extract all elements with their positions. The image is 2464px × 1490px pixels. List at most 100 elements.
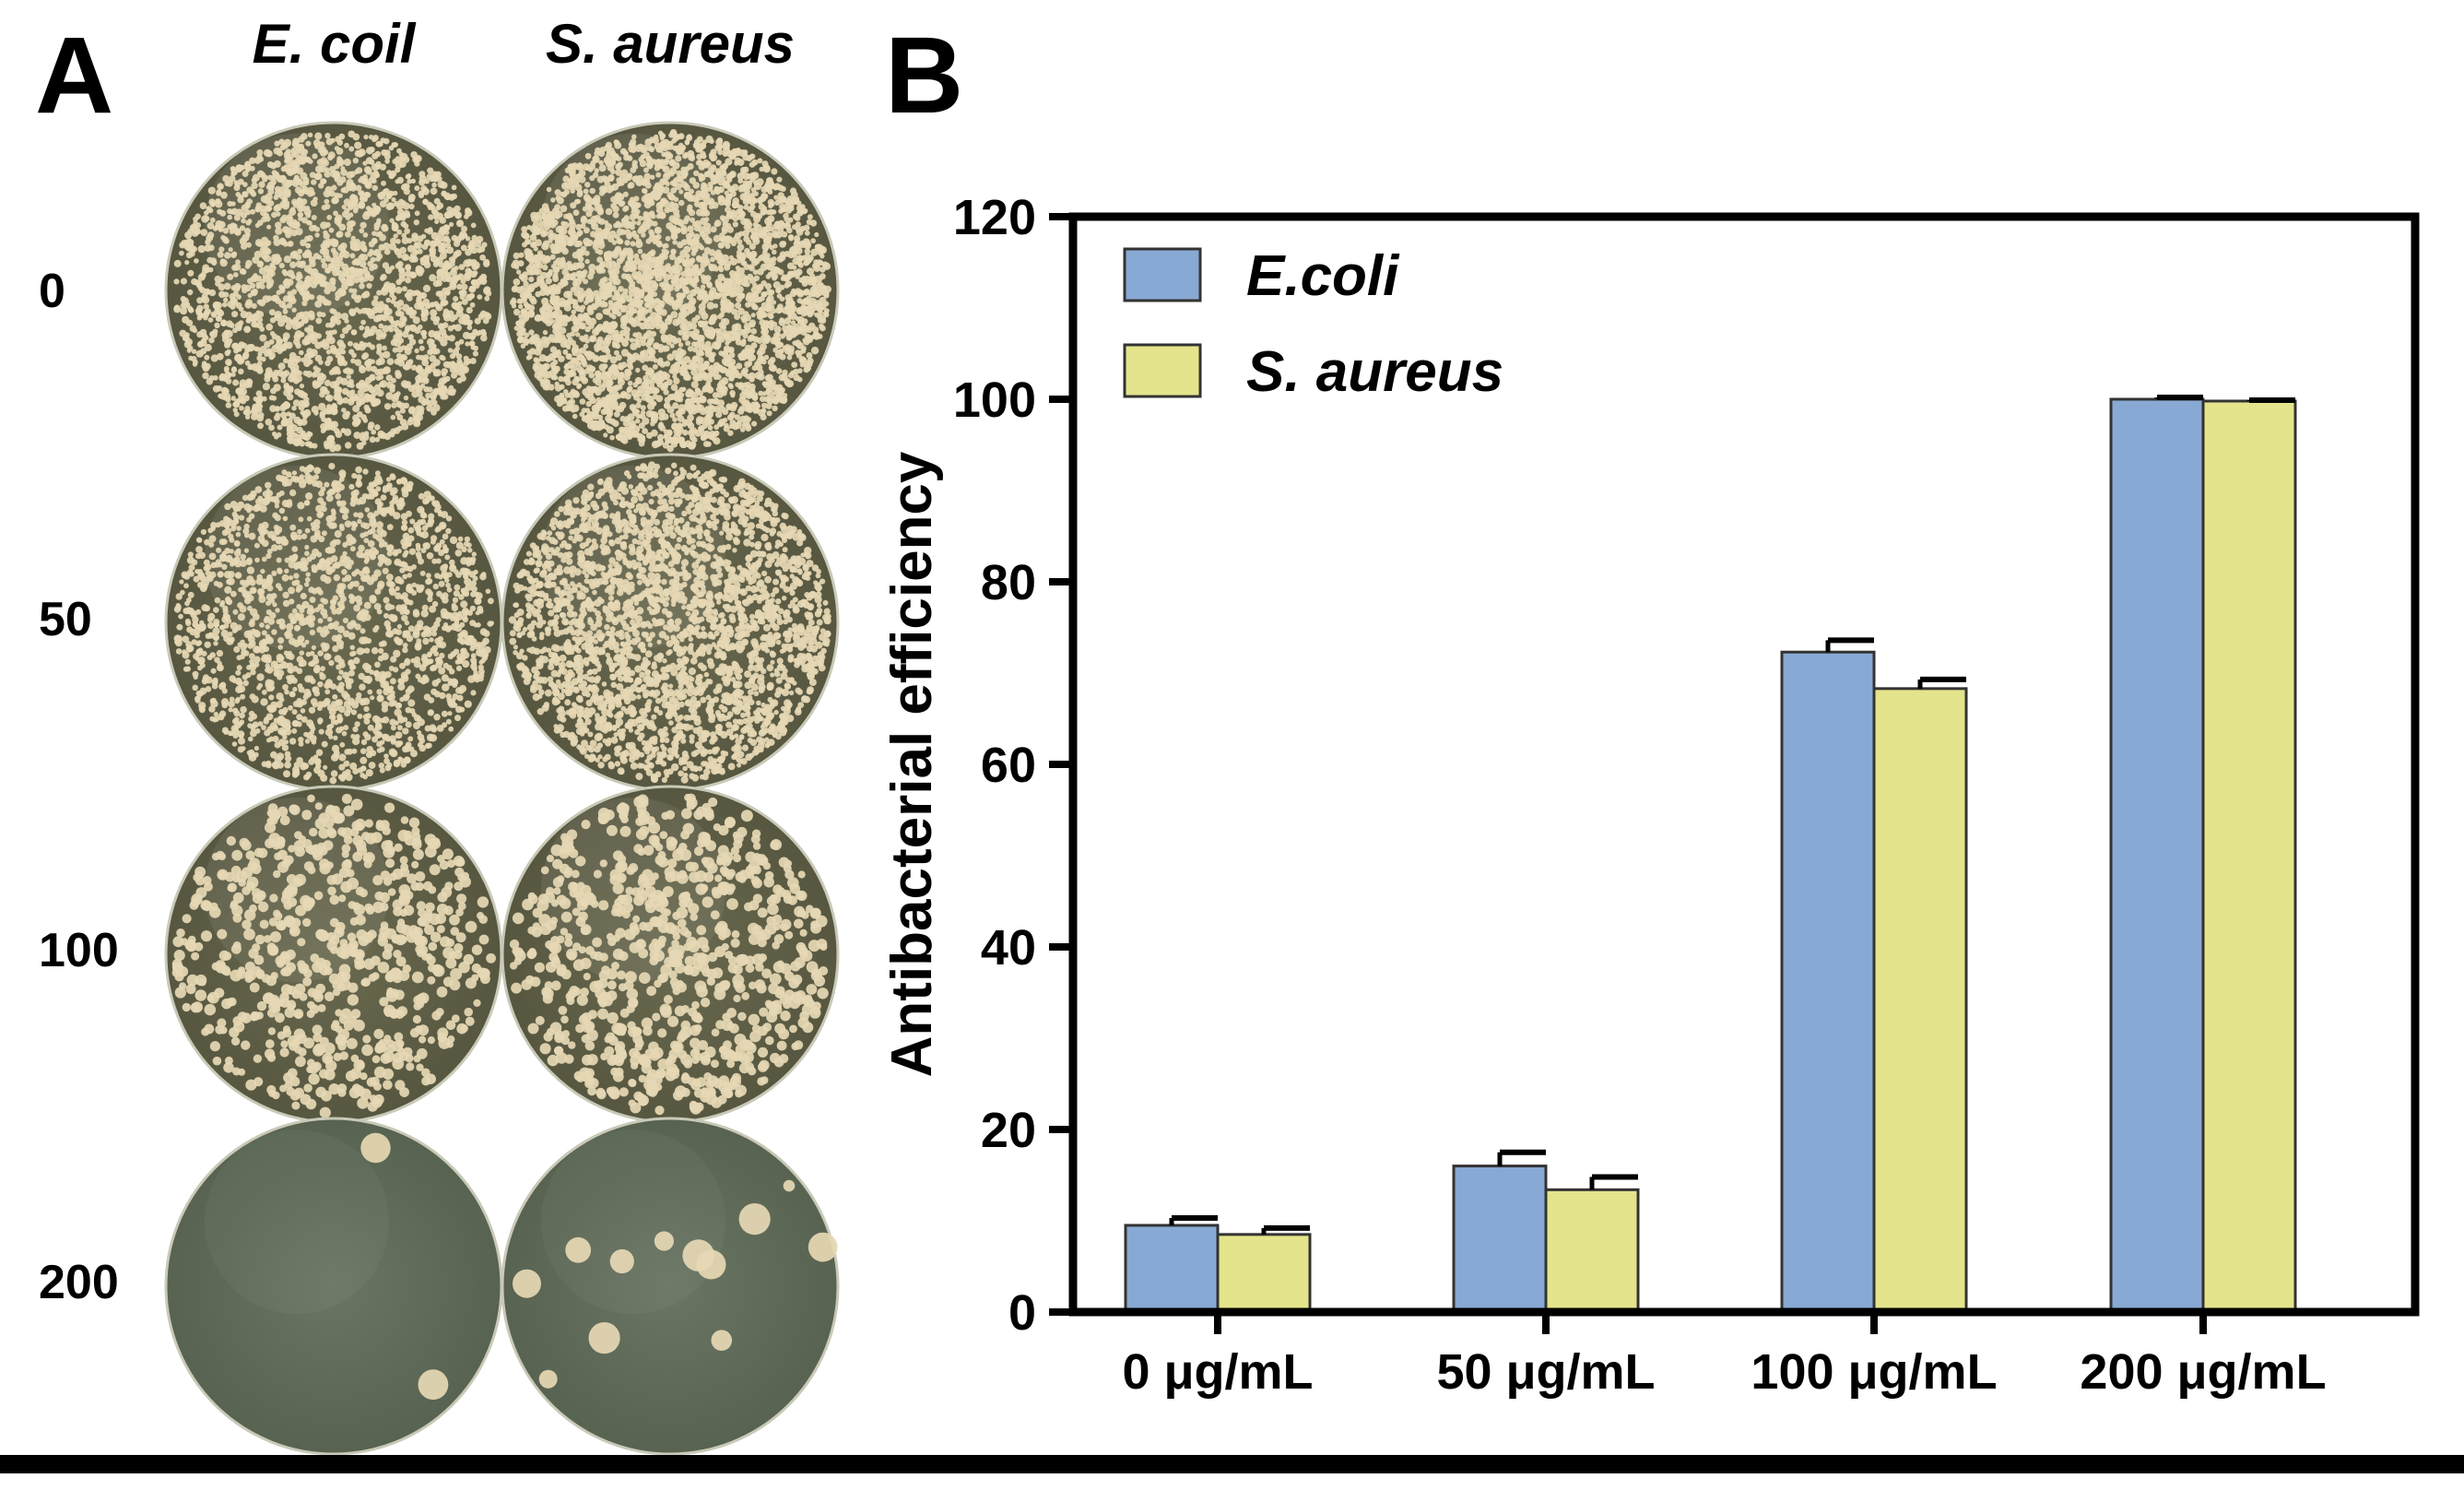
colony bbox=[274, 173, 281, 180]
colony bbox=[363, 393, 370, 399]
colony bbox=[418, 304, 424, 311]
colony bbox=[256, 260, 265, 268]
colony bbox=[270, 178, 277, 185]
colony bbox=[449, 221, 454, 227]
colony bbox=[730, 151, 737, 159]
colony bbox=[295, 322, 302, 329]
colony bbox=[336, 370, 341, 375]
colony bbox=[461, 298, 468, 305]
colony bbox=[362, 232, 369, 238]
colony bbox=[453, 296, 459, 302]
colony bbox=[223, 297, 229, 303]
colony bbox=[314, 165, 324, 173]
colony bbox=[286, 393, 294, 401]
colony bbox=[375, 359, 383, 366]
colony bbox=[201, 333, 207, 339]
colony bbox=[334, 443, 342, 452]
colony bbox=[575, 270, 584, 278]
colony bbox=[436, 202, 444, 209]
colony bbox=[696, 136, 703, 143]
colony bbox=[383, 304, 389, 311]
colony bbox=[199, 202, 207, 209]
colony bbox=[268, 338, 275, 345]
colony bbox=[307, 359, 313, 365]
colony bbox=[314, 300, 323, 308]
colony bbox=[777, 306, 784, 313]
colony bbox=[287, 296, 294, 303]
colony bbox=[483, 288, 490, 295]
colony bbox=[365, 308, 373, 316]
colony bbox=[664, 403, 670, 409]
colony bbox=[430, 391, 438, 399]
colony bbox=[412, 255, 419, 263]
colony bbox=[446, 210, 454, 219]
colony bbox=[301, 357, 306, 362]
colony bbox=[636, 220, 642, 226]
colony bbox=[395, 372, 402, 379]
colony bbox=[238, 368, 244, 375]
colony bbox=[295, 342, 301, 349]
colony bbox=[235, 192, 242, 197]
colony bbox=[251, 314, 258, 321]
colony bbox=[445, 242, 452, 248]
colony bbox=[350, 235, 356, 241]
colony bbox=[468, 285, 477, 293]
colony bbox=[188, 307, 194, 313]
colony bbox=[433, 359, 441, 366]
colony bbox=[283, 370, 290, 377]
colony bbox=[660, 334, 667, 341]
colony bbox=[365, 364, 372, 372]
colony bbox=[221, 302, 228, 308]
colony bbox=[651, 411, 659, 419]
colony bbox=[432, 261, 440, 267]
colony bbox=[251, 413, 258, 420]
colony bbox=[795, 238, 800, 244]
colony bbox=[200, 229, 208, 236]
colony bbox=[767, 189, 773, 195]
colony bbox=[581, 360, 587, 366]
colony bbox=[615, 291, 620, 297]
colony bbox=[207, 317, 214, 323]
colony bbox=[259, 346, 267, 354]
colony bbox=[371, 429, 377, 435]
colony bbox=[659, 144, 666, 149]
colony bbox=[218, 283, 226, 291]
colony bbox=[572, 302, 579, 310]
colony bbox=[548, 318, 555, 325]
colony bbox=[462, 331, 471, 339]
colony bbox=[437, 323, 444, 330]
colony bbox=[330, 170, 338, 178]
colony bbox=[451, 266, 457, 273]
colony bbox=[197, 244, 206, 254]
colony bbox=[429, 240, 438, 248]
colony bbox=[444, 375, 451, 382]
colony bbox=[477, 329, 483, 336]
colony bbox=[768, 259, 776, 267]
colony bbox=[222, 395, 228, 401]
colony bbox=[674, 438, 681, 444]
colony bbox=[354, 359, 362, 367]
colony bbox=[680, 145, 687, 151]
colony bbox=[208, 337, 215, 344]
colony bbox=[725, 370, 732, 377]
colony bbox=[378, 192, 386, 200]
colony bbox=[777, 268, 784, 276]
colony bbox=[301, 133, 308, 140]
colony bbox=[391, 402, 397, 408]
colony bbox=[396, 229, 403, 235]
colony bbox=[456, 275, 462, 280]
colony bbox=[711, 178, 718, 185]
colony bbox=[442, 308, 449, 314]
colony bbox=[368, 421, 375, 429]
colony bbox=[741, 338, 747, 344]
colony bbox=[405, 265, 411, 271]
colony bbox=[669, 412, 676, 419]
colony bbox=[533, 246, 538, 252]
colony bbox=[306, 431, 312, 436]
colony bbox=[246, 186, 253, 194]
colony bbox=[765, 209, 772, 216]
colony bbox=[297, 248, 303, 254]
colony bbox=[631, 134, 637, 140]
colony bbox=[804, 230, 810, 236]
colony bbox=[299, 349, 304, 356]
